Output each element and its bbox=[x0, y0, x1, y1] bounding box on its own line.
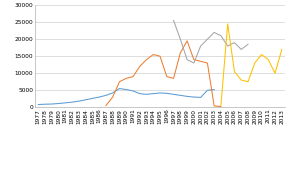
Platform 1 bbox=[152, 93, 155, 95]
Platform 1 bbox=[57, 102, 60, 104]
Platform 1 bbox=[138, 93, 141, 95]
Platform 3 bbox=[212, 31, 216, 33]
Platform 3 bbox=[172, 19, 175, 21]
Platform 2 bbox=[158, 55, 162, 57]
Platform 2 bbox=[104, 104, 108, 107]
Platform 1 bbox=[131, 90, 135, 92]
Platform 2 bbox=[131, 76, 135, 78]
Platform 1 bbox=[64, 102, 67, 104]
Platform 4 bbox=[246, 81, 250, 83]
Platform 2 bbox=[125, 77, 128, 79]
Platform 4 bbox=[233, 71, 236, 73]
Platform 2 bbox=[192, 59, 196, 61]
Platform 2 bbox=[212, 105, 216, 107]
Platform 1 bbox=[37, 103, 40, 106]
Platform 1 bbox=[91, 97, 94, 99]
Platform 1 bbox=[50, 103, 54, 105]
Platform 3 bbox=[226, 45, 229, 47]
Platform 1 bbox=[172, 93, 175, 95]
Platform 4 bbox=[226, 23, 229, 25]
Platform 1 bbox=[43, 103, 47, 105]
Platform 3 bbox=[179, 38, 182, 40]
Line: Platform 1: Platform 1 bbox=[38, 89, 214, 104]
Platform 3 bbox=[185, 59, 189, 61]
Platform 2 bbox=[206, 62, 209, 64]
Platform 4 bbox=[219, 104, 223, 107]
Line: Platform 4: Platform 4 bbox=[221, 24, 282, 106]
Platform 2 bbox=[179, 52, 182, 54]
Platform 3 bbox=[199, 45, 202, 47]
Platform 1 bbox=[111, 92, 114, 94]
Platform 1 bbox=[158, 92, 162, 94]
Platform 1 bbox=[165, 92, 168, 94]
Platform 1 bbox=[212, 89, 216, 91]
Platform 1 bbox=[179, 94, 182, 96]
Platform 1 bbox=[206, 89, 209, 91]
Platform 4 bbox=[253, 62, 256, 64]
Platform 1 bbox=[104, 94, 108, 96]
Platform 1 bbox=[185, 95, 189, 97]
Platform 1 bbox=[70, 101, 74, 103]
Line: Platform 2: Platform 2 bbox=[106, 41, 221, 107]
Platform 2 bbox=[111, 96, 114, 98]
Platform 1 bbox=[145, 93, 148, 95]
Platform 2 bbox=[165, 76, 168, 78]
Platform 1 bbox=[125, 89, 128, 91]
Platform 2 bbox=[219, 106, 223, 108]
Platform 3 bbox=[219, 35, 223, 37]
Platform 2 bbox=[199, 60, 202, 62]
Platform 3 bbox=[206, 38, 209, 40]
Platform 1 bbox=[77, 100, 81, 102]
Platform 3 bbox=[233, 42, 236, 44]
Platform 2 bbox=[118, 81, 121, 83]
Platform 4 bbox=[260, 53, 263, 56]
Platform 2 bbox=[145, 59, 148, 61]
Platform 2 bbox=[152, 53, 155, 56]
Platform 4 bbox=[273, 72, 277, 74]
Platform 2 bbox=[172, 77, 175, 79]
Platform 1 bbox=[84, 99, 87, 101]
Platform 1 bbox=[97, 96, 101, 98]
Platform 4 bbox=[239, 79, 243, 81]
Platform 3 bbox=[192, 62, 196, 64]
Platform 2 bbox=[185, 40, 189, 42]
Platform 4 bbox=[267, 59, 270, 61]
Platform 2 bbox=[138, 65, 141, 67]
Platform 4 bbox=[280, 48, 283, 51]
Line: Platform 3: Platform 3 bbox=[173, 20, 248, 63]
Platform 1 bbox=[199, 96, 202, 98]
Platform 1 bbox=[192, 96, 196, 98]
Platform 1 bbox=[118, 88, 121, 90]
Platform 3 bbox=[239, 48, 243, 51]
Platform 3 bbox=[246, 43, 250, 45]
